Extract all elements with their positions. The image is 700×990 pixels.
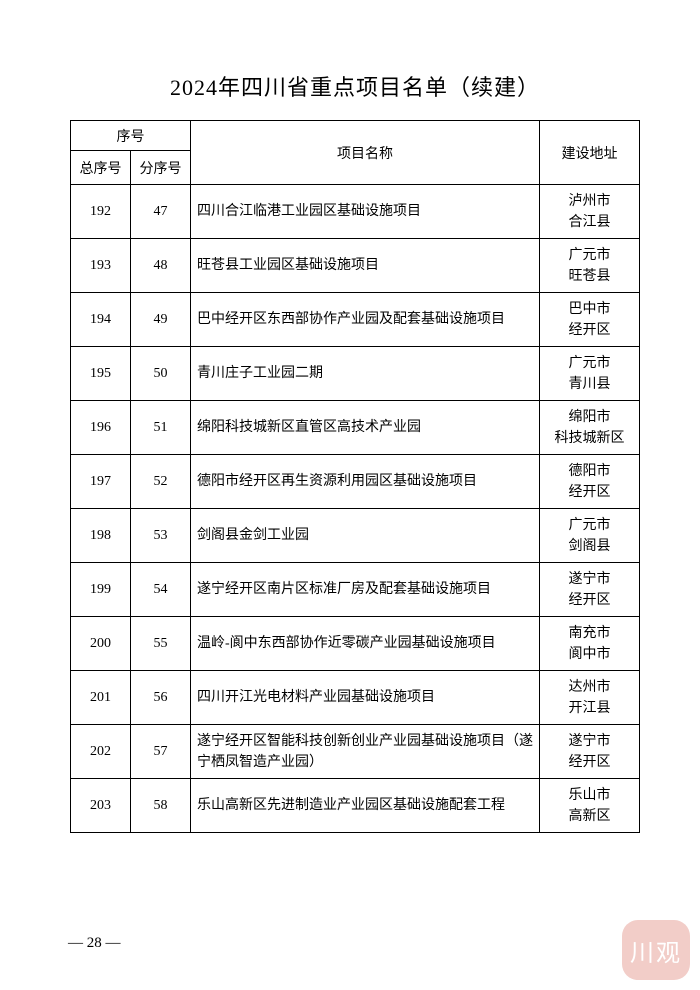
cell-address: 巴中市 经开区 bbox=[540, 293, 640, 347]
col-header-seq-group: 序号 bbox=[71, 121, 191, 151]
cell-project-name: 四川合江临港工业园区基础设施项目 bbox=[191, 185, 540, 239]
cell-address: 广元市 青川县 bbox=[540, 347, 640, 401]
table-row: 200 55 温岭-阆中东西部协作近零碳产业园基础设施项目 南充市 阆中市 bbox=[71, 617, 640, 671]
cell-total-seq: 199 bbox=[71, 563, 131, 617]
addr-line2: 经开区 bbox=[569, 593, 611, 608]
addr-line2: 剑阁县 bbox=[569, 539, 611, 554]
cell-project-name: 绵阳科技城新区直管区高技术产业园 bbox=[191, 401, 540, 455]
cell-address: 遂宁市 经开区 bbox=[540, 725, 640, 779]
addr-line1: 达州市 bbox=[569, 680, 611, 695]
cell-address: 遂宁市 经开区 bbox=[540, 563, 640, 617]
table-row: 199 54 遂宁经开区南片区标准厂房及配套基础设施项目 遂宁市 经开区 bbox=[71, 563, 640, 617]
table-row: 196 51 绵阳科技城新区直管区高技术产业园 绵阳市 科技城新区 bbox=[71, 401, 640, 455]
cell-sub-seq: 55 bbox=[131, 617, 191, 671]
addr-line1: 泸州市 bbox=[569, 194, 611, 209]
cell-total-seq: 197 bbox=[71, 455, 131, 509]
addr-line2: 青川县 bbox=[569, 377, 611, 392]
project-table: 序号 项目名称 建设地址 总序号 分序号 192 47 四川合江临港工业园区基础… bbox=[70, 120, 640, 833]
addr-line1: 广元市 bbox=[569, 518, 611, 533]
page-title: 2024年四川省重点项目名单（续建） bbox=[70, 70, 640, 102]
addr-line1: 南充市 bbox=[569, 626, 611, 641]
cell-address: 德阳市 经开区 bbox=[540, 455, 640, 509]
cell-address: 绵阳市 科技城新区 bbox=[540, 401, 640, 455]
cell-address: 广元市 剑阁县 bbox=[540, 509, 640, 563]
addr-line1: 遂宁市 bbox=[569, 572, 611, 587]
cell-sub-seq: 50 bbox=[131, 347, 191, 401]
addr-line2: 开江县 bbox=[569, 701, 611, 716]
cell-total-seq: 201 bbox=[71, 671, 131, 725]
addr-line2: 阆中市 bbox=[569, 647, 611, 662]
cell-sub-seq: 51 bbox=[131, 401, 191, 455]
cell-project-name: 乐山高新区先进制造业产业园区基础设施配套工程 bbox=[191, 779, 540, 833]
cell-address: 南充市 阆中市 bbox=[540, 617, 640, 671]
page-number: — 28 — bbox=[68, 935, 121, 952]
cell-sub-seq: 57 bbox=[131, 725, 191, 779]
col-header-sub-seq: 分序号 bbox=[131, 151, 191, 185]
col-header-address: 建设地址 bbox=[540, 121, 640, 185]
addr-line2: 合江县 bbox=[569, 215, 611, 230]
col-header-project-name: 项目名称 bbox=[191, 121, 540, 185]
cell-total-seq: 202 bbox=[71, 725, 131, 779]
table-row: 201 56 四川开江光电材料产业园基础设施项目 达州市 开江县 bbox=[71, 671, 640, 725]
table-row: 203 58 乐山高新区先进制造业产业园区基础设施配套工程 乐山市 高新区 bbox=[71, 779, 640, 833]
addr-line2: 高新区 bbox=[569, 809, 611, 824]
cell-project-name: 旺苍县工业园区基础设施项目 bbox=[191, 239, 540, 293]
cell-sub-seq: 54 bbox=[131, 563, 191, 617]
addr-line2: 旺苍县 bbox=[569, 269, 611, 284]
table-row: 197 52 德阳市经开区再生资源利用园区基础设施项目 德阳市 经开区 bbox=[71, 455, 640, 509]
cell-sub-seq: 49 bbox=[131, 293, 191, 347]
cell-address: 泸州市 合江县 bbox=[540, 185, 640, 239]
addr-line1: 德阳市 bbox=[569, 464, 611, 479]
table-row: 195 50 青川庄子工业园二期 广元市 青川县 bbox=[71, 347, 640, 401]
cell-sub-seq: 56 bbox=[131, 671, 191, 725]
addr-line1: 遂宁市 bbox=[569, 734, 611, 749]
cell-sub-seq: 47 bbox=[131, 185, 191, 239]
table-row: 192 47 四川合江临港工业园区基础设施项目 泸州市 合江县 bbox=[71, 185, 640, 239]
col-header-total-seq: 总序号 bbox=[71, 151, 131, 185]
cell-sub-seq: 58 bbox=[131, 779, 191, 833]
cell-total-seq: 194 bbox=[71, 293, 131, 347]
cell-total-seq: 196 bbox=[71, 401, 131, 455]
cell-address: 达州市 开江县 bbox=[540, 671, 640, 725]
addr-line1: 广元市 bbox=[569, 356, 611, 371]
cell-project-name: 剑阁县金剑工业园 bbox=[191, 509, 540, 563]
table-row: 194 49 巴中经开区东西部协作产业园及配套基础设施项目 巴中市 经开区 bbox=[71, 293, 640, 347]
table-row: 202 57 遂宁经开区智能科技创新创业产业园基础设施项目（遂宁栖凤智造产业园）… bbox=[71, 725, 640, 779]
cell-total-seq: 192 bbox=[71, 185, 131, 239]
table-row: 193 48 旺苍县工业园区基础设施项目 广元市 旺苍县 bbox=[71, 239, 640, 293]
cell-project-name: 德阳市经开区再生资源利用园区基础设施项目 bbox=[191, 455, 540, 509]
table-body: 192 47 四川合江临港工业园区基础设施项目 泸州市 合江县 193 48 旺… bbox=[71, 185, 640, 833]
document-page: 2024年四川省重点项目名单（续建） 序号 项目名称 建设地址 总序号 分序号 … bbox=[0, 0, 700, 873]
addr-line2: 经开区 bbox=[569, 323, 611, 338]
addr-line1: 广元市 bbox=[569, 248, 611, 263]
addr-line2: 科技城新区 bbox=[555, 431, 625, 446]
addr-line2: 经开区 bbox=[569, 485, 611, 500]
cell-total-seq: 203 bbox=[71, 779, 131, 833]
cell-total-seq: 193 bbox=[71, 239, 131, 293]
cell-project-name: 巴中经开区东西部协作产业园及配套基础设施项目 bbox=[191, 293, 540, 347]
cell-total-seq: 200 bbox=[71, 617, 131, 671]
cell-sub-seq: 53 bbox=[131, 509, 191, 563]
cell-total-seq: 198 bbox=[71, 509, 131, 563]
watermark-logo: 川观 bbox=[622, 920, 690, 980]
cell-project-name: 温岭-阆中东西部协作近零碳产业园基础设施项目 bbox=[191, 617, 540, 671]
addr-line1: 乐山市 bbox=[569, 788, 611, 803]
cell-project-name: 遂宁经开区智能科技创新创业产业园基础设施项目（遂宁栖凤智造产业园） bbox=[191, 725, 540, 779]
cell-sub-seq: 48 bbox=[131, 239, 191, 293]
table-row: 198 53 剑阁县金剑工业园 广元市 剑阁县 bbox=[71, 509, 640, 563]
addr-line1: 绵阳市 bbox=[569, 410, 611, 425]
cell-project-name: 四川开江光电材料产业园基础设施项目 bbox=[191, 671, 540, 725]
cell-project-name: 青川庄子工业园二期 bbox=[191, 347, 540, 401]
addr-line1: 巴中市 bbox=[569, 302, 611, 317]
cell-project-name: 遂宁经开区南片区标准厂房及配套基础设施项目 bbox=[191, 563, 540, 617]
cell-address: 乐山市 高新区 bbox=[540, 779, 640, 833]
addr-line2: 经开区 bbox=[569, 755, 611, 770]
cell-sub-seq: 52 bbox=[131, 455, 191, 509]
cell-address: 广元市 旺苍县 bbox=[540, 239, 640, 293]
cell-total-seq: 195 bbox=[71, 347, 131, 401]
